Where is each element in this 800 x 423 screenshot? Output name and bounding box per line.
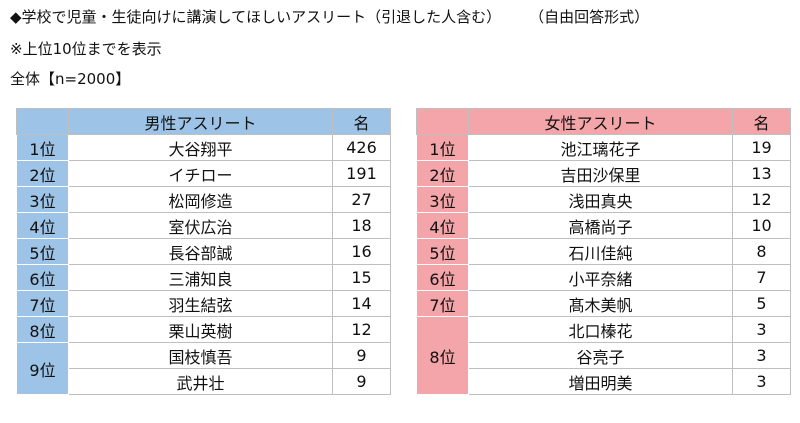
athlete-name-cell: 吉田沙保里 (468, 160, 733, 187)
athlete-name-cell: 浅田真央 (468, 186, 733, 213)
count-cell: 9 (332, 368, 391, 395)
name-header-cell: 女性アスリート (468, 108, 733, 135)
count-cell: 12 (332, 316, 391, 343)
name-header-cell: 男性アスリート (68, 108, 333, 135)
count-cell: 10 (732, 212, 791, 239)
table-row: 5位 長谷部誠 16 (16, 238, 391, 265)
athlete-name-cell: 羽生結弦 (68, 290, 333, 317)
count-cell: 16 (332, 238, 391, 265)
table-row: 武井壮 9 (17, 368, 391, 395)
rank-cell: 9位 (16, 342, 69, 395)
count-header-cell: 名 (332, 108, 391, 135)
athlete-name-cell: 三浦知良 (68, 264, 333, 291)
table-row: 6位 三浦知良 15 (16, 264, 391, 291)
female-athlete-table: 女性アスリート 名 1位 池江璃花子 19 2位 吉田沙保里 13 3位 浅田真… (416, 108, 791, 395)
athlete-name-cell: 北口榛花 (468, 316, 733, 343)
rank-cell: 1位 (16, 134, 69, 161)
athlete-name-cell: 武井壮 (68, 368, 333, 395)
count-cell: 426 (332, 134, 391, 161)
rank-cell: 5位 (416, 238, 469, 265)
table-row: 4位 高橋尚子 10 (416, 212, 791, 239)
table-header-row: 男性アスリート 名 (16, 108, 391, 135)
rank-cell: 3位 (416, 186, 469, 213)
table-row: 3位 浅田真央 12 (416, 186, 791, 213)
athlete-name-cell: 池江璃花子 (468, 134, 733, 161)
athlete-name-cell: 長谷部誠 (68, 238, 333, 265)
note-top10: ※上位10位までを表示 (10, 40, 162, 58)
rank-cell: 2位 (416, 160, 469, 187)
count-cell: 27 (332, 186, 391, 213)
answer-format: （自由回答形式） (529, 8, 650, 26)
table-row: 2位 吉田沙保里 13 (416, 160, 791, 187)
count-cell: 19 (732, 134, 791, 161)
athlete-name-cell: 栗山英樹 (68, 316, 333, 343)
count-cell: 15 (332, 264, 391, 291)
table-row: 5位 石川佳純 8 (416, 238, 791, 265)
count-cell: 191 (332, 160, 391, 187)
athlete-name-cell: 国枝慎吾 (68, 342, 333, 369)
rank-cell: 6位 (16, 264, 69, 291)
count-cell: 3 (732, 342, 791, 369)
table-row: 4位 室伏広治 18 (16, 212, 391, 239)
question-text: ◆学校で児童・生徒向けに講演してほしいアスリート（引退した人含む） (10, 8, 502, 26)
table-row: 9位 国枝慎吾 9 (16, 342, 391, 395)
rank-cell: 5位 (16, 238, 69, 265)
athlete-name-cell: 石川佳純 (468, 238, 733, 265)
table-row: 7位 髙木美帆 5 (416, 290, 791, 317)
count-cell: 12 (732, 186, 791, 213)
athlete-name-cell: 松岡修造 (68, 186, 333, 213)
table-row: 1位 大谷翔平 426 (16, 134, 391, 161)
table-row: 7位 羽生結弦 14 (16, 290, 391, 317)
athlete-name-cell: 谷亮子 (468, 342, 733, 369)
rank-cell: 1位 (416, 134, 469, 161)
count-cell: 3 (732, 316, 791, 343)
rank-cell: 3位 (16, 186, 69, 213)
rank-cell: 8位 (16, 316, 69, 343)
sample-size: 全体【n=2000】 (10, 70, 131, 88)
count-cell: 7 (732, 264, 791, 291)
count-cell: 3 (732, 368, 791, 395)
table-row: 1位 池江璃花子 19 (416, 134, 791, 161)
rank-cell: 6位 (416, 264, 469, 291)
athlete-name-cell: 高橋尚子 (468, 212, 733, 239)
rank-cell: 7位 (416, 290, 469, 317)
rank-cell: 4位 (416, 212, 469, 239)
count-cell: 13 (732, 160, 791, 187)
rank-cell: 2位 (16, 160, 69, 187)
rank-cell: 4位 (16, 212, 69, 239)
count-cell: 18 (332, 212, 391, 239)
athlete-name-cell: 増田明美 (468, 368, 733, 395)
rank-cell: 7位 (16, 290, 69, 317)
rank-header-cell (16, 108, 69, 135)
athlete-name-cell: イチロー (68, 160, 333, 187)
athlete-name-cell: 大谷翔平 (68, 134, 333, 161)
table-row: 増田明美 3 (417, 368, 791, 395)
count-cell: 14 (332, 290, 391, 317)
table-row: 3位 松岡修造 27 (16, 186, 391, 213)
table-header-row: 女性アスリート 名 (416, 108, 791, 135)
count-cell: 9 (332, 342, 391, 369)
count-header-cell: 名 (732, 108, 791, 135)
table-row: 谷亮子 3 (417, 342, 791, 369)
rank-header-cell (416, 108, 469, 135)
table-row: 8位 北口榛花 3 (416, 316, 791, 395)
count-cell: 5 (732, 290, 791, 317)
table-row: 2位 イチロー 191 (16, 160, 391, 187)
athlete-name-cell: 室伏広治 (68, 212, 333, 239)
athlete-name-cell: 髙木美帆 (468, 290, 733, 317)
athlete-name-cell: 小平奈緒 (468, 264, 733, 291)
table-row: 8位 栗山英樹 12 (16, 316, 391, 343)
count-cell: 8 (732, 238, 791, 265)
question-title: ◆学校で児童・生徒向けに講演してほしいアスリート（引退した人含む） （自由回答形式… (10, 6, 649, 27)
table-row: 6位 小平奈緒 7 (416, 264, 791, 291)
male-athlete-table: 男性アスリート 名 1位 大谷翔平 426 2位 イチロー 191 3位 松岡修… (16, 108, 391, 395)
rank-cell: 8位 (416, 316, 469, 395)
